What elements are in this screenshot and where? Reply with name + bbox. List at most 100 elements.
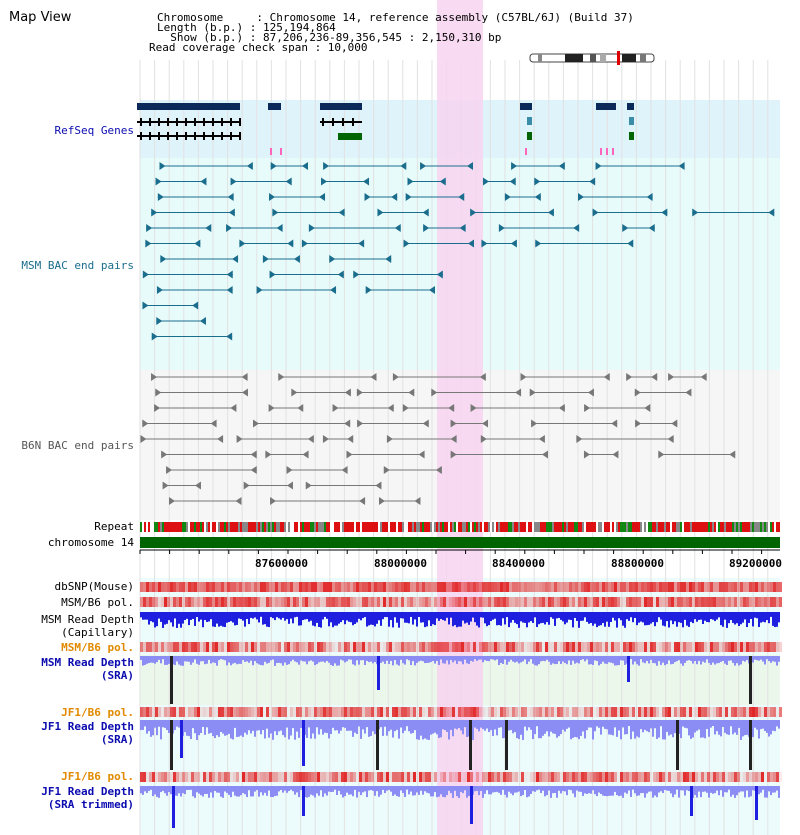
depth-bin — [140, 786, 142, 794]
depth-bin — [484, 786, 486, 794]
depth-bin — [260, 720, 262, 735]
track-label-msm-b6-pol-2[interactable]: MSM/B6 pol. — [61, 641, 134, 654]
depth-bin — [424, 656, 426, 664]
heat-bin — [695, 582, 698, 592]
track-label-jf1-b6-pol-2[interactable]: JF1/B6 pol. — [61, 770, 134, 783]
heat-bin — [539, 772, 542, 782]
heat-bin — [506, 582, 509, 592]
heat-bin — [668, 642, 671, 652]
heat-bin — [350, 642, 353, 652]
depth-bin — [446, 720, 448, 732]
depth-bin — [184, 612, 186, 621]
heat-bin — [329, 772, 332, 782]
depth-bin — [394, 656, 396, 661]
heat-bin — [596, 772, 599, 782]
track-label-chromosome[interactable]: chromosome 14 — [47, 536, 134, 549]
depth-bin — [324, 656, 326, 663]
depth-bin — [298, 786, 300, 798]
heat-bin — [758, 707, 761, 717]
track-label-msm-depth-capillary[interactable]: MSM Read Depth — [41, 613, 134, 626]
depth-bin — [444, 720, 446, 731]
heat-bin — [257, 642, 260, 652]
depth-bin — [622, 656, 624, 661]
depth-bin — [312, 656, 314, 662]
depth-bin — [704, 656, 706, 663]
track-label-repeat[interactable]: Repeat — [94, 520, 134, 533]
track-label-msm-depth-sra[interactable]: MSM Read Depth — [41, 656, 134, 669]
depth-bin — [496, 786, 498, 792]
depth-bin — [456, 656, 458, 664]
repeat-bin — [676, 522, 678, 532]
heat-bin — [308, 597, 311, 607]
heat-bin — [626, 642, 629, 652]
gene-model — [596, 103, 616, 110]
depth-bin — [604, 656, 606, 664]
depth-bin — [346, 656, 348, 662]
heat-bin — [371, 582, 374, 592]
bac-end — [450, 450, 457, 459]
depth-bin — [596, 612, 598, 628]
heat-bin — [140, 597, 143, 607]
track-label-jf1-depth-sra[interactable]: JF1 Read Depth — [41, 720, 134, 733]
heat-bin — [779, 582, 782, 592]
heat-bin — [311, 707, 314, 717]
depth-bin — [558, 612, 560, 618]
depth-bin — [414, 720, 416, 731]
track-label-dbsnp[interactable]: dbSNP(Mouse) — [54, 580, 134, 593]
heat-bin — [650, 597, 653, 607]
track-label-jf1-depth-trimmed[interactable]: JF1 Read Depth — [41, 785, 134, 798]
heat-bin — [344, 707, 347, 717]
depth-bin — [696, 786, 698, 798]
depth-bin — [566, 656, 568, 665]
heat-bin — [425, 707, 428, 717]
heat-bin — [536, 772, 539, 782]
heat-bin — [311, 582, 314, 592]
heat-bin — [275, 597, 278, 607]
track-label-msm-b6-pol-1[interactable]: MSM/B6 pol. — [61, 596, 134, 609]
heat-bin — [431, 582, 434, 592]
repeat-bin — [572, 522, 574, 532]
repeat-bin — [696, 522, 698, 532]
depth-bin — [534, 656, 536, 666]
heat-bin — [248, 582, 251, 592]
depth-bin — [778, 612, 780, 623]
depth-bin — [338, 786, 340, 791]
track-label-refseq-genes[interactable]: RefSeq Genes — [54, 124, 134, 137]
depth-bin — [718, 786, 720, 796]
heat-bin — [194, 707, 197, 717]
depth-bin — [226, 720, 228, 736]
repeat-bin — [562, 522, 564, 532]
repeat-bin — [418, 522, 420, 532]
depth-bin — [680, 656, 682, 664]
depth-bin — [746, 612, 748, 628]
track-label-msm-bac[interactable]: MSM BAC end pairs — [21, 259, 134, 272]
heat-bin — [698, 597, 701, 607]
depth-bin — [760, 786, 762, 793]
heat-bin — [215, 772, 218, 782]
repeat-bin — [710, 522, 712, 532]
depth-bin — [444, 612, 446, 621]
heat-bin — [674, 597, 677, 607]
heat-bin — [770, 772, 773, 782]
repeat-bin — [144, 522, 146, 532]
bac-end — [287, 239, 294, 248]
depth-bin — [294, 612, 296, 618]
bac-end — [268, 404, 275, 412]
heat-bin — [677, 772, 680, 782]
heat-bin — [566, 582, 569, 592]
heat-bin — [524, 597, 527, 607]
depth-bin — [776, 786, 778, 791]
heat-bin — [311, 642, 314, 652]
depth-bin — [246, 612, 248, 619]
heat-bin — [698, 582, 701, 592]
depth-bin — [222, 720, 224, 734]
track-label-b6n-bac[interactable]: B6N BAC end pairs — [21, 439, 134, 452]
depth-bin — [420, 786, 422, 791]
bac-end — [448, 404, 455, 412]
repeat-bin — [276, 522, 278, 532]
heat-bin — [149, 707, 152, 717]
repeat-bin — [324, 522, 326, 532]
track-label-jf1-b6-pol-1[interactable]: JF1/B6 pol. — [61, 706, 134, 719]
bac-end — [375, 481, 382, 490]
